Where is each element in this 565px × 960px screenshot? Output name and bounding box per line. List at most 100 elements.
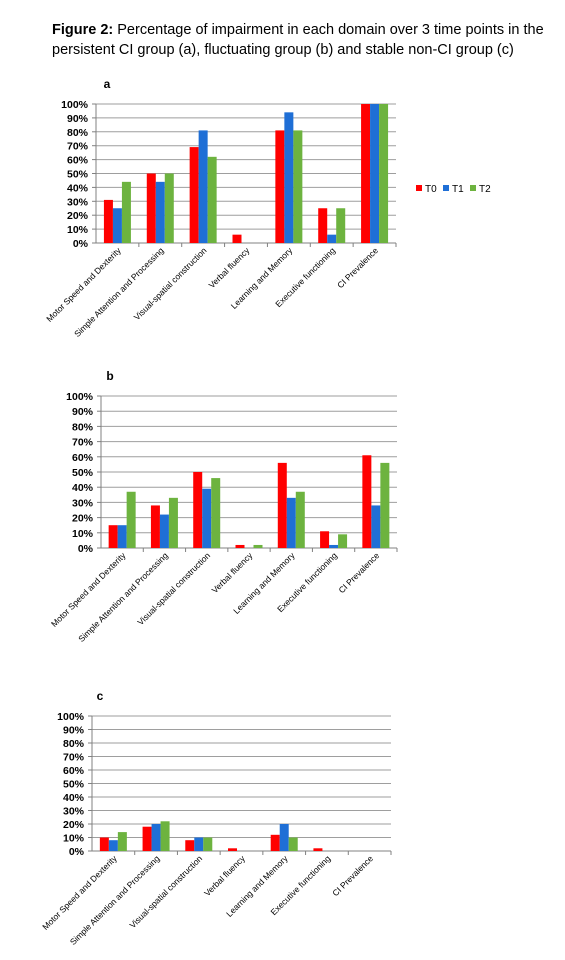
y-tick-label: 20% bbox=[67, 210, 89, 222]
bar-t2-simple-attention-and-processing bbox=[168, 497, 178, 548]
x-category-label: Verbal fluency bbox=[207, 245, 252, 290]
bar-t2-visual-spatial-construction bbox=[211, 478, 221, 548]
y-tick-label: 0% bbox=[78, 543, 94, 555]
y-tick-label: 30% bbox=[67, 196, 89, 208]
panel-label: c bbox=[97, 690, 104, 703]
x-category-label: Simple Attention and Processing bbox=[68, 853, 162, 947]
x-category-label: Visual-spatial construction bbox=[132, 245, 209, 322]
y-tick-label: 90% bbox=[72, 406, 94, 418]
bar-t0-visual-spatial-construction bbox=[193, 472, 203, 548]
bar-t2-learning-and-memory bbox=[288, 837, 298, 851]
y-tick-label: 70% bbox=[72, 437, 94, 449]
y-tick-label: 60% bbox=[63, 765, 85, 777]
bar-t2-motor-speed-and-dexterity bbox=[126, 491, 136, 548]
bar-t0-learning-and-memory bbox=[277, 462, 287, 548]
bar-t2-learning-and-memory bbox=[293, 130, 303, 243]
bar-t2-simple-attention-and-processing bbox=[164, 173, 174, 243]
legend-swatch-t0 bbox=[416, 185, 422, 191]
bar-t1-ci-prevalence bbox=[371, 505, 381, 548]
bar-t0-ci-prevalence bbox=[362, 455, 372, 548]
bar-t1-motor-speed-and-dexterity bbox=[117, 525, 127, 548]
panel-label: a bbox=[104, 80, 111, 91]
x-category-label: Visual-spatial construction bbox=[127, 853, 204, 930]
y-tick-label: 30% bbox=[63, 806, 85, 818]
y-tick-label: 100% bbox=[66, 391, 94, 403]
x-category-label: Motor Speed and Dexterity bbox=[44, 245, 123, 324]
chart-panel-c: c 0%10% 20%30% 40%50% 60%70% 80%90% 100% Motor … bbox=[40, 690, 392, 947]
bar-t1-ci-prevalence bbox=[370, 104, 380, 243]
bar-t1-learning-and-memory bbox=[286, 497, 296, 548]
legend-swatch-t2 bbox=[470, 185, 476, 191]
x-category-label: Motor Speed and Dexterity bbox=[49, 550, 128, 629]
bar-t1-learning-and-memory bbox=[284, 112, 294, 243]
y-tick-label: 50% bbox=[67, 169, 89, 181]
x-category-label: Visual-spatial construction bbox=[135, 550, 212, 627]
y-tick-label: 40% bbox=[72, 482, 94, 494]
bar-t2-simple-attention-and-processing bbox=[160, 821, 170, 851]
x-category-label: Simple Attention and Processing bbox=[72, 245, 166, 339]
chart-panel-a: a 0% 10% 20% 30% 40%50% 60% 70% 80% 90% 100% Motor … bbox=[44, 80, 491, 339]
figure-caption: Figure 2: Percentage of impairment in ea… bbox=[52, 20, 557, 60]
bar-t2-motor-speed-and-dexterity bbox=[117, 832, 127, 851]
bar-t2-visual-spatial-construction bbox=[207, 156, 217, 243]
bar-t1-visual-spatial-construction bbox=[198, 130, 208, 243]
bar-t1-motor-speed-and-dexterity bbox=[108, 840, 118, 851]
bar-t2-visual-spatial-construction bbox=[203, 837, 213, 851]
x-category-label: CI Prevalence bbox=[336, 550, 381, 595]
chart-panel-b: b 0% 10% 20% 30% 40% 50% 60% 70% 80% 90% 100% Motor … bbox=[49, 369, 398, 644]
bar-t1-visual-spatial-construction bbox=[194, 837, 204, 851]
bar-t1-motor-speed-and-dexterity bbox=[112, 208, 122, 243]
bar-t0-simple-attention-and-processing bbox=[150, 505, 160, 548]
bar-t0-verbal-fluency bbox=[232, 234, 242, 243]
x-category-label: Verbal fluency bbox=[210, 550, 255, 595]
bar-t0-executive-functioning bbox=[313, 848, 323, 851]
y-tick-label: 60% bbox=[67, 155, 89, 167]
y-tick-label: 20% bbox=[63, 819, 85, 831]
y-tick-label: 80% bbox=[67, 127, 89, 139]
caption-label: Figure 2: bbox=[52, 22, 114, 38]
bar-t2-ci-prevalence bbox=[380, 462, 390, 548]
y-tick-label: 40% bbox=[67, 182, 89, 194]
legend-label-t2: T2 bbox=[479, 184, 491, 195]
bar-t2-ci-prevalence bbox=[379, 104, 389, 243]
bar-t1-learning-and-memory bbox=[279, 824, 289, 851]
bar-t2-motor-speed-and-dexterity bbox=[121, 181, 131, 243]
y-tick-label: 10% bbox=[67, 224, 89, 236]
bar-t0-verbal-fluency bbox=[235, 544, 245, 548]
bar-t0-motor-speed-and-dexterity bbox=[108, 525, 118, 548]
bar-t2-learning-and-memory bbox=[295, 491, 305, 548]
bar-t0-simple-attention-and-processing bbox=[146, 173, 156, 243]
y-tick-label: 0% bbox=[69, 846, 85, 858]
legend-label-t0: T0 bbox=[425, 184, 437, 195]
x-category-label: CI Prevalence bbox=[335, 245, 380, 290]
y-tick-label: 100% bbox=[57, 711, 85, 723]
y-tick-label: 90% bbox=[67, 113, 89, 125]
y-tick-label: 50% bbox=[72, 467, 94, 479]
bar-t1-executive-functioning bbox=[327, 234, 337, 243]
bar-t0-motor-speed-and-dexterity bbox=[103, 199, 113, 243]
bar-t0-learning-and-memory bbox=[275, 130, 285, 243]
x-category-label: Simple Attention and Processing bbox=[76, 550, 170, 644]
y-tick-label: 50% bbox=[63, 779, 85, 791]
y-tick-label: 80% bbox=[72, 421, 94, 433]
x-category-label: Verbal fluency bbox=[202, 853, 247, 898]
y-tick-label: 30% bbox=[72, 497, 94, 509]
bar-t1-simple-attention-and-processing bbox=[159, 514, 169, 548]
x-category-label: Motor Speed and Dexterity bbox=[40, 853, 119, 932]
bar-t1-visual-spatial-construction bbox=[202, 488, 212, 548]
bar-t0-visual-spatial-construction bbox=[189, 147, 199, 243]
bar-t2-verbal-fluency bbox=[253, 544, 263, 548]
panel-label: b bbox=[106, 369, 113, 383]
y-tick-label: 40% bbox=[63, 792, 85, 804]
legend-swatch-t1 bbox=[443, 185, 449, 191]
caption-text: Percentage of impairment in each domain … bbox=[52, 22, 544, 58]
bar-t1-executive-functioning bbox=[329, 544, 339, 548]
x-category-label: CI Prevalence bbox=[330, 853, 375, 898]
y-tick-label: 0% bbox=[73, 238, 89, 250]
y-tick-label: 20% bbox=[72, 513, 94, 525]
bar-t0-executive-functioning bbox=[318, 208, 328, 243]
y-tick-label: 70% bbox=[67, 141, 89, 153]
bar-t2-executive-functioning bbox=[338, 534, 348, 548]
y-tick-label: 10% bbox=[63, 833, 85, 845]
bar-t0-verbal-fluency bbox=[228, 848, 237, 851]
